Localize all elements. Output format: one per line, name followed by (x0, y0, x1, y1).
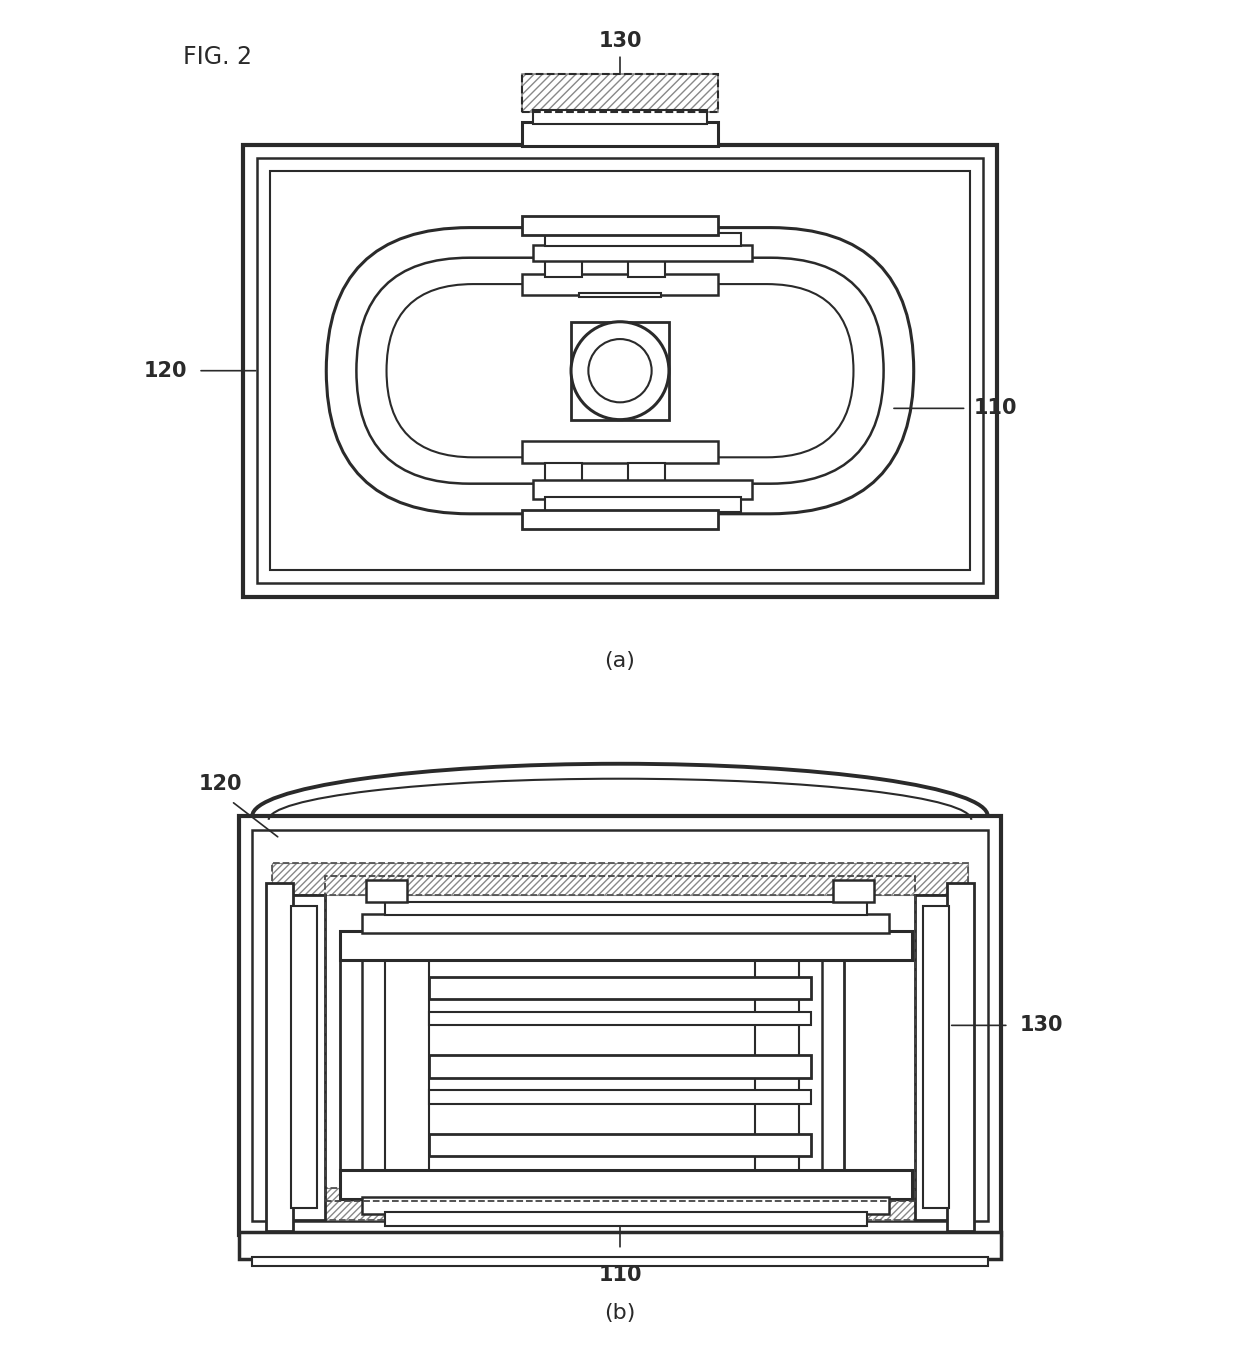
Bar (291, 894, 325, 1220)
Bar (522, 73, 718, 111)
Text: FIG. 2: FIG. 2 (184, 45, 252, 69)
Bar (273, 1188, 967, 1220)
Bar (429, 977, 811, 999)
Bar (533, 110, 707, 124)
Bar (522, 216, 718, 235)
Bar (340, 931, 911, 959)
Text: 130: 130 (598, 31, 642, 50)
Bar (429, 1133, 811, 1157)
Text: 110: 110 (973, 398, 1018, 419)
Circle shape (572, 322, 668, 420)
FancyBboxPatch shape (356, 258, 884, 484)
Bar (572, 322, 668, 420)
Bar (366, 879, 407, 902)
Text: (a): (a) (605, 651, 635, 671)
Bar (544, 232, 740, 246)
Bar (384, 902, 867, 916)
Bar (340, 1170, 911, 1199)
Bar (340, 958, 384, 1171)
Bar (833, 879, 874, 902)
Bar (291, 906, 317, 1208)
Bar (627, 462, 665, 481)
Text: 120: 120 (198, 773, 242, 794)
Bar (522, 122, 718, 147)
Bar (800, 958, 844, 1171)
Bar (947, 883, 973, 1231)
Text: (b): (b) (604, 1303, 636, 1324)
Bar (252, 829, 988, 1222)
Bar (239, 1233, 1001, 1258)
Bar (273, 863, 967, 894)
Bar (915, 894, 949, 1220)
Bar (384, 958, 429, 1171)
Bar (252, 1257, 988, 1267)
Bar (544, 462, 583, 481)
Bar (362, 1197, 889, 1214)
Bar (429, 1055, 811, 1078)
Bar (533, 480, 751, 499)
Bar (579, 294, 661, 296)
Bar (362, 915, 889, 932)
Text: 130: 130 (1019, 1015, 1064, 1036)
Bar (544, 497, 740, 512)
Bar (522, 510, 718, 529)
Bar (777, 958, 822, 1171)
Bar (522, 442, 718, 462)
FancyBboxPatch shape (387, 284, 853, 458)
Bar (923, 906, 949, 1208)
Text: 110: 110 (598, 1264, 642, 1284)
Bar (429, 1012, 811, 1025)
Bar (325, 877, 915, 1201)
Bar (544, 260, 583, 276)
Bar (522, 275, 718, 295)
Bar (243, 145, 997, 597)
Bar (755, 958, 800, 1171)
Bar (257, 158, 983, 583)
Bar (429, 1090, 811, 1104)
Bar (533, 245, 751, 261)
Text: 120: 120 (144, 360, 187, 381)
Bar (522, 73, 718, 111)
Bar (267, 883, 293, 1231)
Bar (362, 958, 407, 1171)
Bar (273, 1188, 967, 1220)
FancyBboxPatch shape (326, 227, 914, 514)
Bar (273, 863, 967, 894)
Bar (270, 171, 970, 571)
Circle shape (588, 338, 652, 402)
Bar (239, 815, 1001, 1234)
Bar (627, 260, 665, 276)
Bar (384, 1212, 867, 1226)
